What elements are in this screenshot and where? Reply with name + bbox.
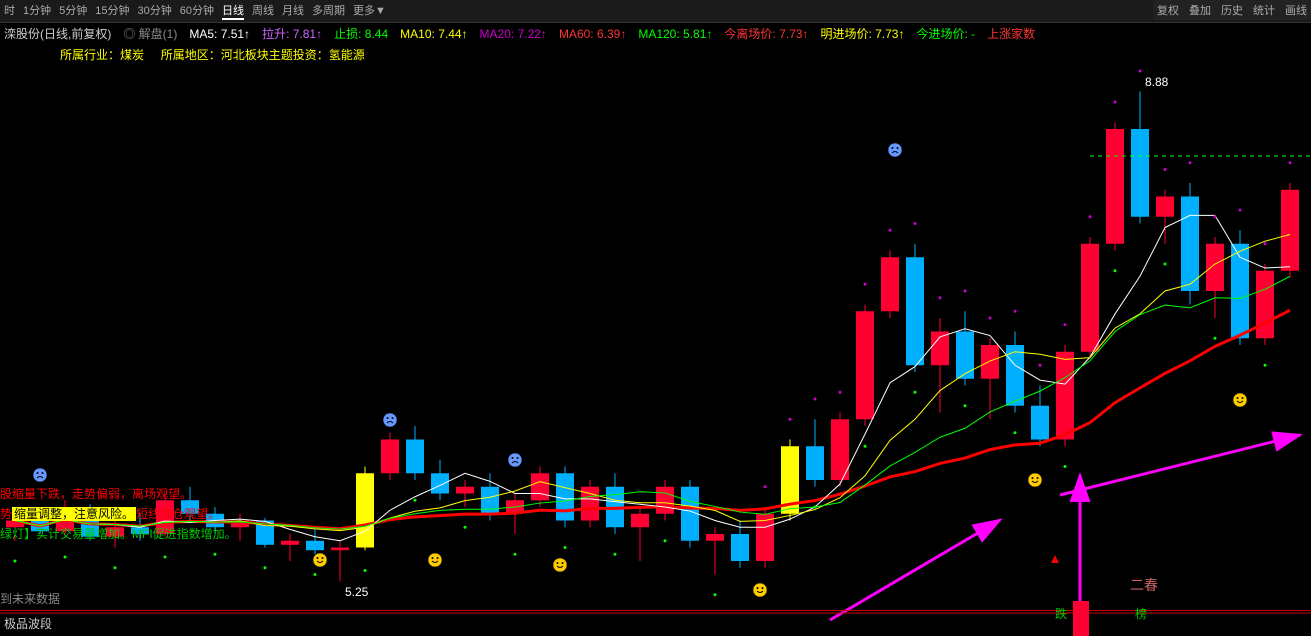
toolbar-tab[interactable]: 复权 <box>1153 0 1183 20</box>
industry-label: 所属行业：煤炭 <box>60 48 144 62</box>
lasheng-label: 拉升: 7.81↑ <box>262 25 322 42</box>
timeframe-tab[interactable]: 日线 <box>222 2 244 20</box>
indicator-info-bar: 滦股份(日线,前复权) ◎ 解盘(1) MA5: 7.51↑ 拉升: 7.81↑… <box>0 23 1311 44</box>
annotation-line2: 势缩量调整，注意风险。短线清仓观望。 <box>0 505 220 522</box>
toolbar-tab[interactable]: 统计 <box>1249 0 1279 20</box>
right-toolbar-tabs: 复权叠加历史统计画线 <box>1153 0 1311 20</box>
timeframe-tab[interactable]: 多周期 <box>312 2 345 20</box>
erchun-label: 二春 <box>1130 575 1158 595</box>
toolbar-tab[interactable]: 画线 <box>1281 0 1311 20</box>
candlestick-chart[interactable]: 股缩量下跌，走势偏弱，离场观望。 势缩量调整，注意风险。短线清仓观望。 绿灯】实… <box>0 65 1311 625</box>
toolbar-tab[interactable]: 叠加 <box>1185 0 1215 20</box>
timeframe-tab[interactable]: 60分钟 <box>180 2 214 20</box>
jinjin-label: 今进场价: - <box>916 25 975 42</box>
timeframe-tabs: 时 1分钟 5分钟 15分钟 30分钟 60分钟日线周线月线多周期更多▼ <box>0 0 1311 23</box>
ma5-label: MA5: 7.51↑ <box>189 27 250 41</box>
timeframe-tab[interactable]: 15分钟 <box>95 2 129 20</box>
ma10-label: MA10: 7.44↑ <box>400 27 467 41</box>
volume-bar <box>1073 601 1089 636</box>
jinli-label: 今离场价: 7.73↑ <box>724 25 808 42</box>
timeframe-tab[interactable]: 5分钟 <box>59 2 87 20</box>
no-future-data-label: 到未来数据 <box>0 590 60 607</box>
ma60-label: MA60: 6.39↑ <box>559 27 626 41</box>
timeframe-tab[interactable]: 1分钟 <box>23 2 51 20</box>
ma20-label: MA20: 7.22↑ <box>480 27 547 41</box>
toolbar-tab[interactable]: 历史 <box>1217 0 1247 20</box>
timeframe-tab[interactable]: 30分钟 <box>138 2 172 20</box>
stock-meta-info: 所属行业：煤炭 所属地区：河北板块主题投资：氢能源 <box>0 44 1311 65</box>
die-label: 跌 <box>1055 605 1067 622</box>
timeframe-tab[interactable]: 更多▼ <box>353 2 386 20</box>
timeframe-tab[interactable]: 月线 <box>282 2 304 20</box>
jiepan-indicator: ◎ 解盘(1) <box>123 25 177 42</box>
bang-label: 榜 <box>1135 605 1147 622</box>
shangzhang-label: 上涨家数 <box>987 25 1035 42</box>
timeframe-tab[interactable]: 周线 <box>252 2 274 20</box>
annotation-line1: 股缩量下跌，走势偏弱，离场观望。 <box>0 485 192 502</box>
mingjin-label: 明进场价: 7.73↑ <box>820 25 904 42</box>
region-label: 所属地区：河北板块主题投资：氢能源 <box>161 48 365 62</box>
annotation-line3: 绿灯】实计交易量增加。MFI促进指数增加。 <box>0 525 237 542</box>
timeframe-tab[interactable]: 时 <box>4 2 15 20</box>
zhisun-label: 止损: 8.44 <box>334 25 388 42</box>
bottom-indicator-section: 极品波段 <box>0 610 1311 636</box>
price-high-marker: 8.88 <box>1145 75 1168 89</box>
ma120-label: MA120: 5.81↑ <box>638 27 712 41</box>
stock-title: 滦股份(日线,前复权) <box>4 25 111 42</box>
price-low-marker: 5.25 <box>345 585 368 599</box>
